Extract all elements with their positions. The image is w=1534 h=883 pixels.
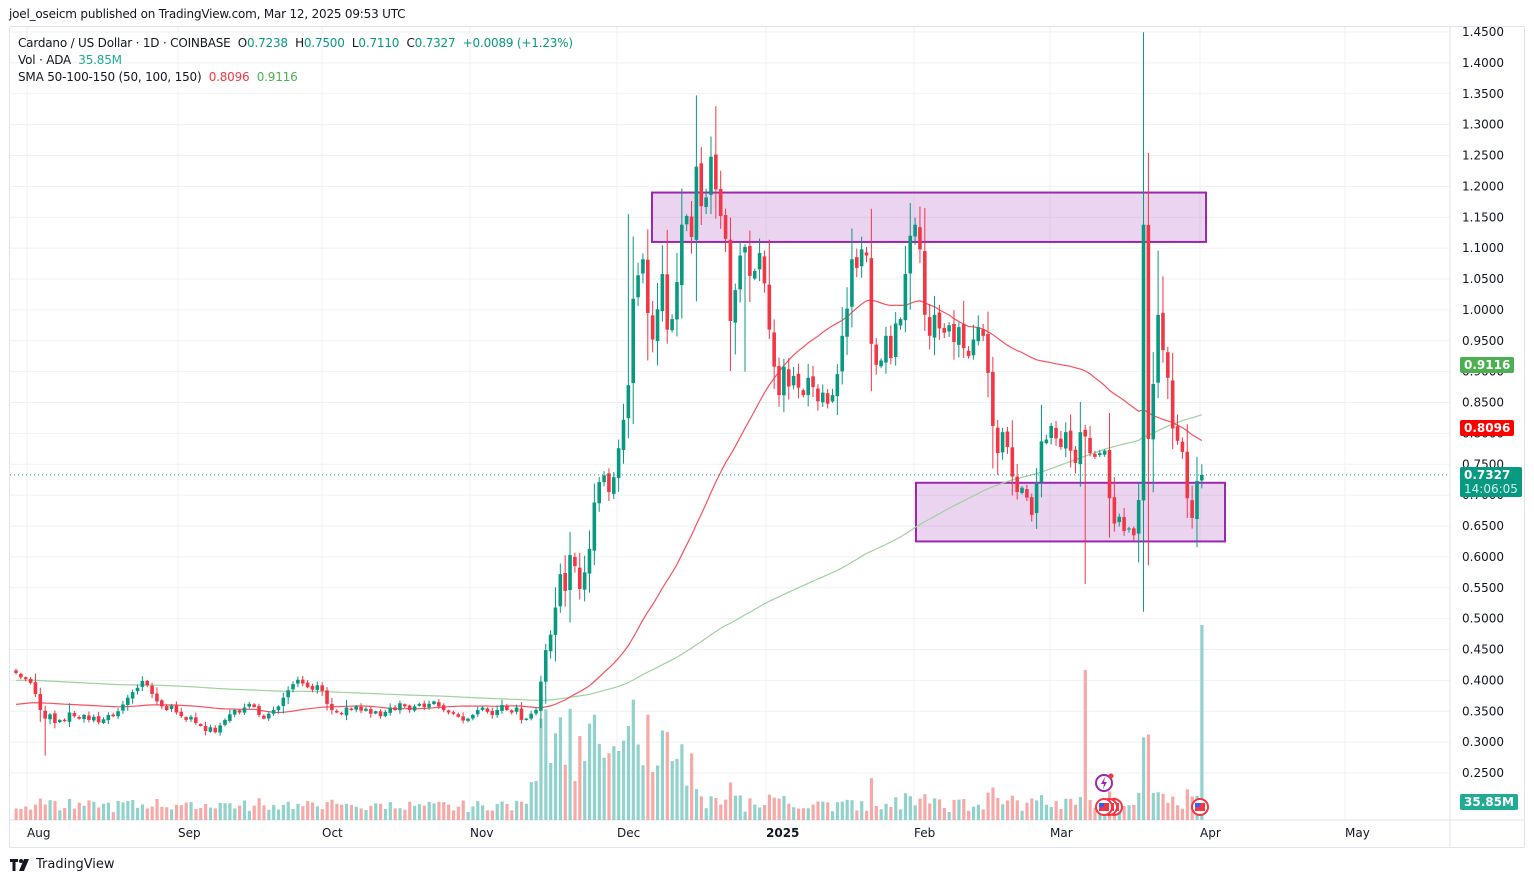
chart-legend: Cardano / US Dollar · 1D · COINBASE O0.7… — [18, 35, 573, 86]
bar-countdown: 14:06:05 — [1464, 482, 1518, 496]
grid-lines — [10, 27, 1450, 820]
volume-value: 35.85M — [78, 53, 122, 67]
time-axis-label: Oct — [322, 826, 343, 840]
time-axis-label: Dec — [617, 826, 640, 840]
price-axis-label: 0.5500 — [1462, 581, 1504, 595]
price-axis-label: 1.3000 — [1462, 118, 1504, 132]
price-axis-label: 0.4000 — [1462, 673, 1504, 687]
time-axis-label: 2025 — [766, 826, 799, 840]
price-axis-label: 0.5000 — [1462, 612, 1504, 626]
sma-150-value: 0.9116 — [256, 70, 298, 84]
sma-50-value: 0.8096 — [208, 70, 250, 84]
price-axis-label: 0.3500 — [1462, 704, 1504, 718]
tradingview-logo-icon — [10, 858, 29, 871]
last-price-value: 0.7327 — [1464, 468, 1511, 482]
symbol-title[interactable]: Cardano / US Dollar · 1D · COINBASE — [18, 36, 231, 50]
sma-150-line — [16, 414, 1202, 701]
volume-row: Vol · ADA 35.85M — [18, 52, 573, 69]
candles — [14, 32, 1204, 756]
time-axis-label: Nov — [470, 826, 493, 840]
low-value: 0.7110 — [358, 36, 400, 50]
time-axis-label: Feb — [914, 826, 935, 840]
sma-150-price-tag: 0.9116 — [1460, 357, 1515, 373]
high-value: 0.7500 — [303, 36, 345, 50]
publish-line: joel_oseicm published on TradingView.com… — [9, 7, 406, 21]
time-axis-label: Aug — [27, 826, 50, 840]
close-value: 0.7327 — [414, 36, 456, 50]
price-axis-label: 1.2500 — [1462, 149, 1504, 163]
price-axis-label: 0.8500 — [1462, 396, 1504, 410]
us-economic-event-icon[interactable] — [1191, 798, 1209, 816]
footer-brand[interactable]: TradingView — [10, 857, 115, 872]
price-axis-label: 1.0000 — [1462, 303, 1504, 317]
open-value: 0.7238 — [247, 36, 288, 50]
earnings-lightning-icon[interactable] — [1095, 773, 1114, 792]
volume-bars — [14, 625, 1204, 820]
price-axis-label: 0.4500 — [1462, 643, 1504, 657]
price-axis-label: 0.2500 — [1462, 766, 1504, 780]
chart-pane[interactable]: 1.4500 1.4000 1.3500 1.3000 1.2500 1.2000 1.15… — [9, 26, 1525, 848]
price-axis-label: 1.2000 — [1462, 179, 1504, 193]
price-axis-label: 1.0500 — [1462, 272, 1504, 286]
sma-50-price-tag: 0.8096 — [1460, 420, 1515, 436]
time-axis-label: Sep — [178, 826, 201, 840]
change-value: +0.0089 (+1.23%) — [462, 36, 573, 50]
volume-label[interactable]: Vol · ADA — [18, 53, 72, 67]
price-axis-label: 1.4000 — [1462, 56, 1504, 70]
support-zone[interactable] — [915, 481, 1226, 543]
symbol-row: Cardano / US Dollar · 1D · COINBASE O0.7… — [18, 36, 573, 50]
time-axis-label: May — [1345, 826, 1370, 840]
price-axis-label: 1.4500 — [1462, 27, 1504, 39]
volume-price-tag: 35.85M — [1460, 794, 1518, 810]
price-axis-label: 1.3500 — [1462, 87, 1504, 101]
time-axis-label: Mar — [1050, 826, 1073, 840]
price-axis-label: 0.3000 — [1462, 735, 1504, 749]
us-economic-event-icon[interactable] — [1095, 798, 1113, 816]
sma-row: SMA 50-100-150 (50, 100, 150) 0.8096 0.9… — [18, 69, 573, 86]
price-axis-label: 0.9500 — [1462, 334, 1504, 348]
price-axis-label: 0.6000 — [1462, 550, 1504, 564]
resistance-zone[interactable] — [651, 191, 1207, 243]
price-axis-label: 1.1000 — [1462, 241, 1504, 255]
price-axis-label: 0.6500 — [1462, 519, 1504, 533]
price-axis-label: 1.1500 — [1462, 210, 1504, 224]
sma-50-line — [15, 299, 1203, 714]
tradingview-wordmark: TradingView — [36, 857, 115, 872]
sma-label[interactable]: SMA 50-100-150 (50, 100, 150) — [18, 70, 202, 84]
time-axis-label: Apr — [1200, 826, 1221, 840]
last-price-tag: 0.7327 14:06:05 — [1460, 467, 1522, 497]
candlestick-chart[interactable]: 1.4500 1.4000 1.3500 1.3000 1.2500 1.2000 1.15… — [10, 27, 1525, 848]
